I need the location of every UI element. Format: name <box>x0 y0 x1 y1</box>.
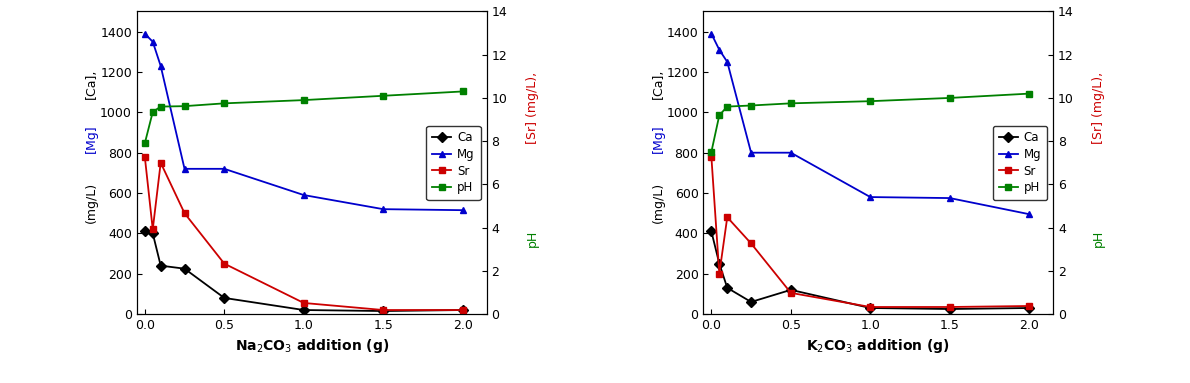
Ca <box>177 267 192 271</box>
Sr <box>712 272 726 276</box>
Line: Ca: Ca <box>708 228 1033 313</box>
Text: (mg/L): (mg/L) <box>84 182 98 223</box>
Ca <box>744 300 758 304</box>
pH <box>217 101 231 106</box>
Sr <box>376 308 390 312</box>
Line: pH: pH <box>142 88 466 147</box>
Sr <box>217 261 231 266</box>
pH <box>712 113 726 118</box>
Mg <box>456 208 470 213</box>
Text: [Sr] (mg/L),: [Sr] (mg/L), <box>1092 72 1106 144</box>
Ca <box>863 306 877 310</box>
Sr <box>942 305 957 309</box>
Ca <box>376 309 390 313</box>
Sr <box>744 241 758 246</box>
Ca <box>784 288 798 292</box>
Line: Mg: Mg <box>142 30 466 214</box>
pH <box>456 89 470 94</box>
Sr <box>177 211 192 216</box>
Text: [Mg]: [Mg] <box>84 124 98 153</box>
Ca <box>704 229 719 234</box>
Sr <box>784 291 798 295</box>
Text: (mg/L): (mg/L) <box>651 182 664 223</box>
Legend: Ca, Mg, Sr, pH: Ca, Mg, Sr, pH <box>426 126 481 200</box>
Sr <box>704 154 719 159</box>
Text: [Mg]: [Mg] <box>651 124 664 153</box>
Ca <box>145 231 159 236</box>
Mg <box>154 64 168 68</box>
Sr <box>720 215 734 219</box>
pH <box>154 104 168 109</box>
pH <box>1022 91 1036 96</box>
Sr <box>863 305 877 309</box>
Legend: Ca, Mg, Sr, pH: Ca, Mg, Sr, pH <box>992 126 1047 200</box>
Text: [Ca],: [Ca], <box>651 69 664 99</box>
Ca <box>456 308 470 312</box>
Ca <box>154 264 168 268</box>
Text: pH: pH <box>526 230 539 247</box>
pH <box>376 93 390 98</box>
Sr <box>1022 304 1036 308</box>
pH <box>863 99 877 103</box>
Line: Sr: Sr <box>708 153 1033 311</box>
Line: Ca: Ca <box>142 228 466 314</box>
Ca <box>712 261 726 266</box>
pH <box>177 104 192 108</box>
pH <box>145 110 159 114</box>
Ca <box>138 229 152 234</box>
Line: pH: pH <box>708 90 1033 155</box>
pH <box>744 103 758 108</box>
Sr <box>456 308 470 312</box>
Text: [Sr] (mg/L),: [Sr] (mg/L), <box>526 72 539 144</box>
pH <box>942 96 957 100</box>
Ca <box>296 308 311 312</box>
pH <box>704 150 719 154</box>
Text: [Ca],: [Ca], <box>84 69 98 99</box>
Mg <box>145 39 159 44</box>
Mg <box>217 167 231 171</box>
Line: Sr: Sr <box>142 153 466 314</box>
pH <box>784 101 798 106</box>
Mg <box>376 207 390 211</box>
Mg <box>720 60 734 64</box>
Text: pH: pH <box>1092 230 1106 247</box>
Sr <box>296 301 311 305</box>
Mg <box>704 31 719 36</box>
Mg <box>942 196 957 200</box>
Sr <box>145 227 159 232</box>
Mg <box>863 195 877 200</box>
Ca <box>217 296 231 300</box>
Mg <box>784 151 798 155</box>
pH <box>296 98 311 102</box>
X-axis label: K$_2$CO$_3$ addition (g): K$_2$CO$_3$ addition (g) <box>807 337 951 355</box>
X-axis label: Na$_2$CO$_3$ addition (g): Na$_2$CO$_3$ addition (g) <box>234 337 389 355</box>
Sr <box>138 154 152 159</box>
pH <box>720 104 734 109</box>
Mg <box>296 193 311 197</box>
Mg <box>712 47 726 52</box>
pH <box>138 141 152 146</box>
Mg <box>177 167 192 171</box>
Mg <box>744 151 758 155</box>
Sr <box>154 160 168 165</box>
Mg <box>1022 212 1036 216</box>
Mg <box>138 31 152 36</box>
Ca <box>942 307 957 311</box>
Line: Mg: Mg <box>708 30 1033 218</box>
Ca <box>1022 306 1036 310</box>
Ca <box>720 286 734 290</box>
